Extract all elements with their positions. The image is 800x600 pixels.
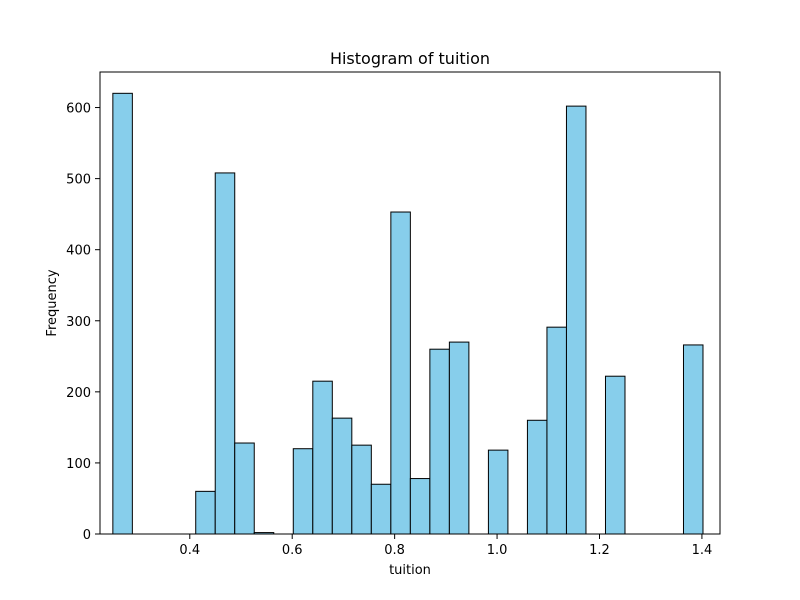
histogram-bar-15: [526, 419, 548, 535]
plot-frame: [99, 71, 721, 535]
histogram-bar-11: [409, 478, 431, 535]
y-axis-label: Frequency: [45, 269, 60, 336]
histogram-bar-10: [390, 211, 411, 535]
bars-group: [112, 92, 704, 535]
histogram-bar-13: [448, 341, 470, 535]
x-tick-label: 0.8: [384, 543, 405, 558]
histogram-bar-12: [429, 348, 450, 535]
y-tick-label: 600: [66, 102, 91, 117]
histogram-bar-6: [312, 380, 333, 535]
y-tick-label: 100: [66, 457, 91, 472]
histogram-bar-14: [487, 449, 509, 535]
y-tick-label: 500: [66, 173, 91, 188]
histogram-bar-19: [682, 344, 704, 535]
histogram-bar-17: [565, 105, 587, 535]
x-tick-label: 1.2: [589, 543, 610, 558]
y-tick-label: 200: [66, 386, 91, 401]
histogram-bar-0: [112, 92, 133, 535]
histogram-bar-3: [234, 442, 255, 535]
y-tick-label: 0: [83, 528, 91, 543]
histogram-bar-18: [604, 375, 626, 535]
x-tick-label: 0.4: [179, 543, 200, 558]
chart-title: Histogram of tuition: [330, 49, 490, 68]
y-axis-ticks: 0 100 200 300 400 500 600: [66, 102, 100, 543]
histogram-bar-2: [214, 172, 236, 535]
x-tick-label: 1.0: [487, 543, 508, 558]
histogram-bar-5: [292, 448, 314, 535]
histogram-bar-8: [351, 444, 372, 535]
y-tick-label: 400: [66, 244, 91, 259]
x-tick-label: 0.6: [282, 543, 303, 558]
x-axis-label: tuition: [389, 563, 431, 578]
histogram-bar-7: [331, 417, 353, 535]
histogram-bar-16: [546, 326, 567, 535]
histogram-bar-9: [370, 483, 392, 535]
x-axis-ticks: 0.4 0.6 0.8 1.0 1.2 1.4: [179, 534, 712, 558]
x-tick-label: 1.4: [692, 543, 713, 558]
histogram-bar-1: [195, 490, 216, 535]
y-tick-label: 300: [66, 315, 91, 330]
